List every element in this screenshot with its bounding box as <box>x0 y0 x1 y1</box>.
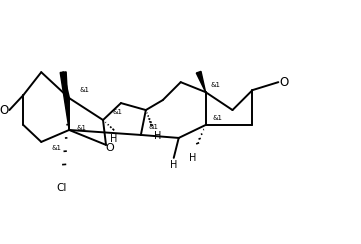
Text: H: H <box>189 153 196 163</box>
Text: &1: &1 <box>213 115 223 121</box>
Text: &1: &1 <box>113 109 123 115</box>
Text: &1: &1 <box>79 87 89 93</box>
Polygon shape <box>60 72 69 130</box>
Text: &1: &1 <box>51 145 61 151</box>
Text: H: H <box>110 134 118 144</box>
Text: &1: &1 <box>149 124 159 130</box>
Text: &1: &1 <box>76 125 86 131</box>
Text: O: O <box>280 76 289 89</box>
Polygon shape <box>196 71 206 92</box>
Text: &1: &1 <box>210 82 221 88</box>
Text: O: O <box>0 103 9 117</box>
Text: O: O <box>106 143 114 153</box>
Text: H: H <box>170 160 177 170</box>
Text: Cl: Cl <box>56 183 66 193</box>
Text: H: H <box>154 131 161 141</box>
